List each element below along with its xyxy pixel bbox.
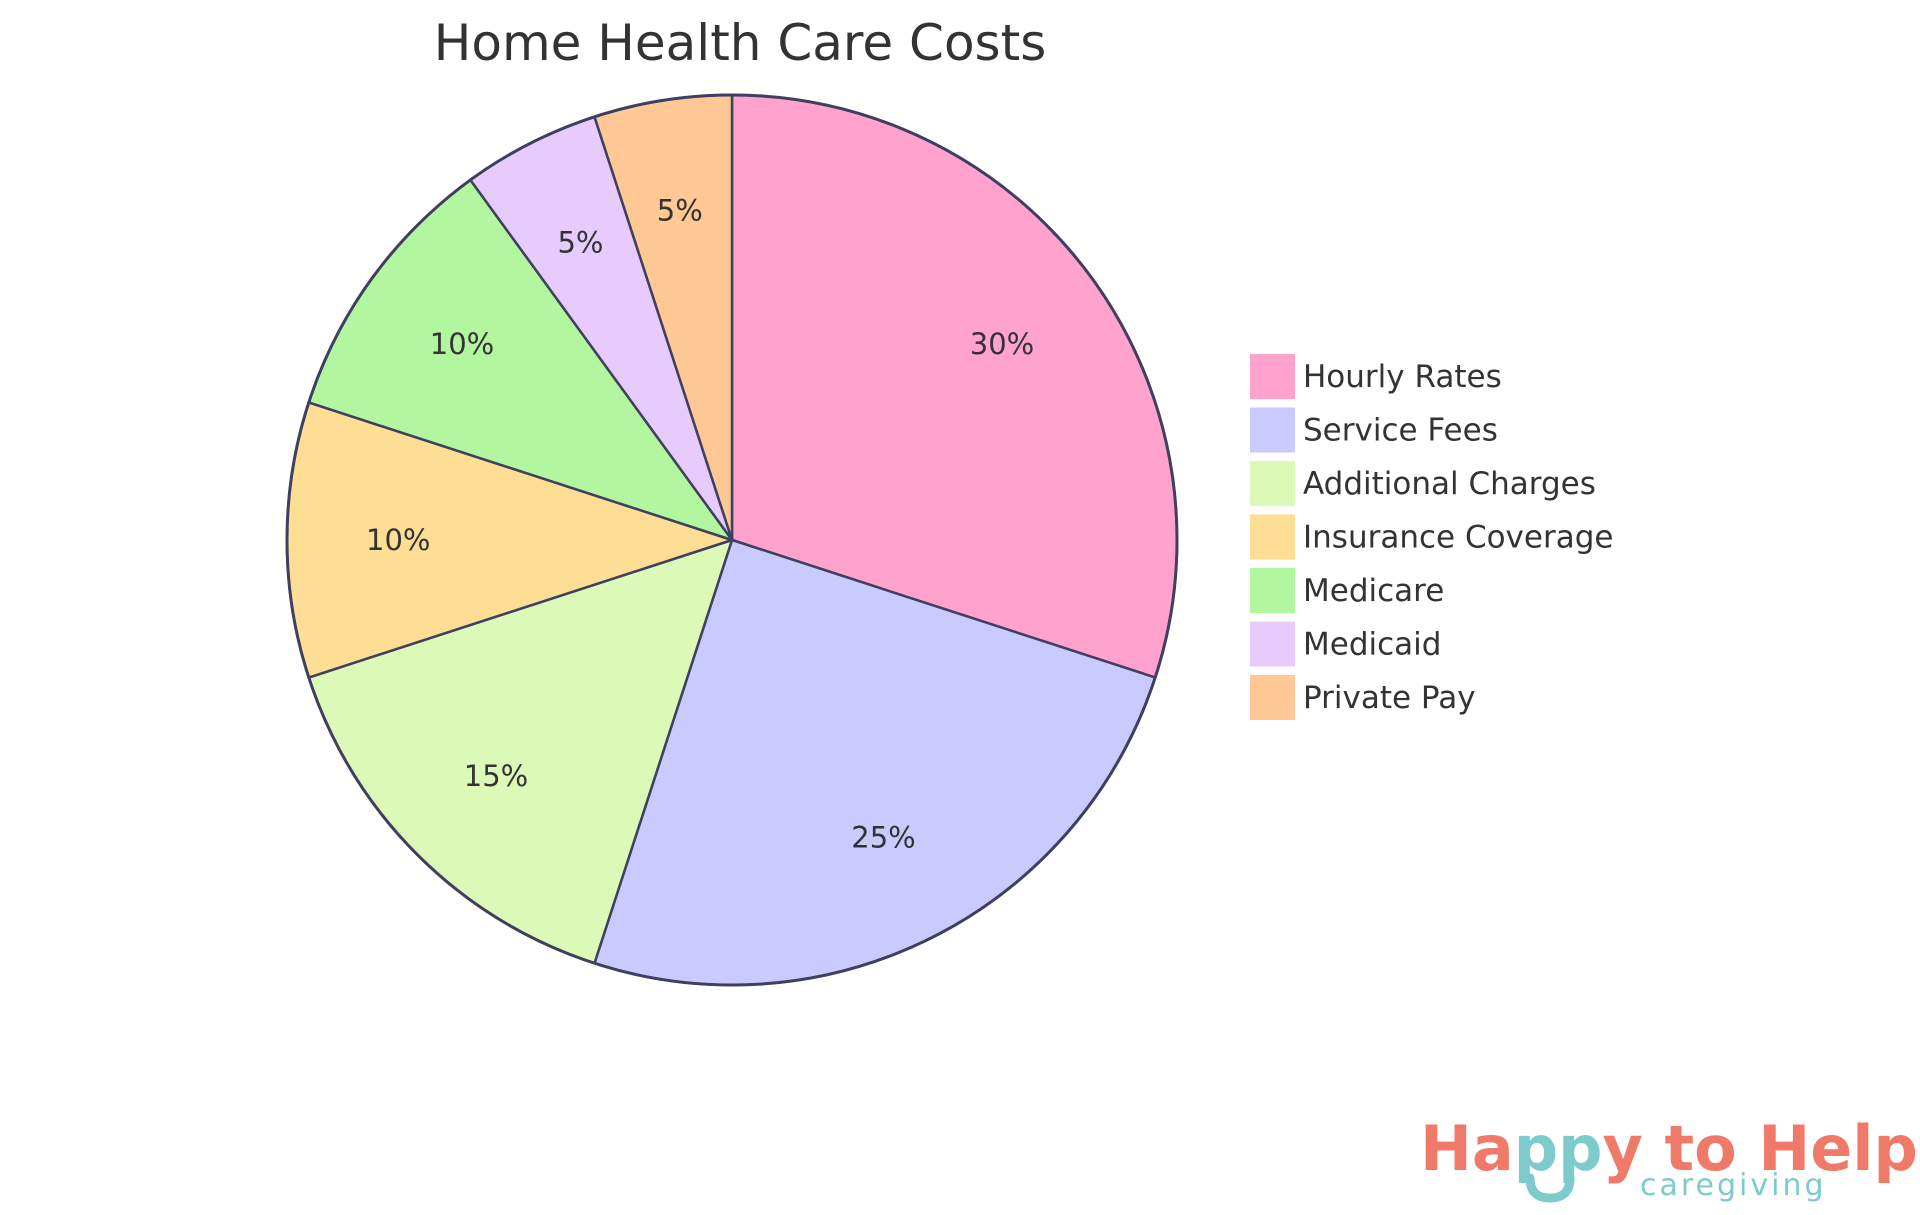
pie-slice-labels: 30% 25% 15% 10% 10% 5% 5% xyxy=(366,193,1034,854)
brand-logo: Happy to Help caregiving xyxy=(1420,1112,1918,1203)
logo-title: Happy to Help xyxy=(1420,1112,1918,1185)
legend-label: Service Fees xyxy=(1303,413,1498,449)
chart-title: Home Health Care Costs xyxy=(434,14,1047,72)
legend-swatch xyxy=(1250,675,1295,720)
legend-label: Medicare xyxy=(1303,573,1444,609)
slice-label: 25% xyxy=(851,820,915,854)
legend-item-hourly-rates: Hourly Rates xyxy=(1250,354,1502,399)
legend-label: Additional Charges xyxy=(1303,466,1596,502)
legend-swatch xyxy=(1250,461,1295,506)
slice-label: 15% xyxy=(464,759,528,793)
legend-swatch xyxy=(1250,354,1295,399)
legend-swatch xyxy=(1250,568,1295,613)
legend-item-additional-charges: Additional Charges xyxy=(1250,461,1596,506)
legend-item-insurance-coverage: Insurance Coverage xyxy=(1250,514,1613,560)
slice-label: 5% xyxy=(657,193,703,227)
slice-label: 5% xyxy=(557,226,603,260)
legend-item-medicaid: Medicaid xyxy=(1250,621,1441,667)
legend-item-private-pay: Private Pay xyxy=(1250,675,1476,720)
logo-part-pp: pp xyxy=(1514,1112,1603,1185)
legend-item-medicare: Medicare xyxy=(1250,568,1444,613)
legend-swatch xyxy=(1250,514,1295,560)
smile-icon xyxy=(1525,1173,1575,1203)
legend-label: Private Pay xyxy=(1303,680,1476,716)
pie-slices xyxy=(285,93,1179,987)
pie-outline xyxy=(285,93,1179,987)
legend: Hourly Rates Service Fees Additional Charg… xyxy=(1250,354,1613,720)
slice-label: 30% xyxy=(970,327,1034,361)
legend-item-service-fees: Service Fees xyxy=(1250,407,1498,453)
slice-label: 10% xyxy=(366,523,430,557)
logo-part-rest: y to Help xyxy=(1603,1112,1918,1185)
logo-subtitle: caregiving xyxy=(1640,1168,1827,1203)
legend-label: Medicaid xyxy=(1303,627,1441,663)
slice-label: 10% xyxy=(430,327,494,361)
legend-label: Hourly Rates xyxy=(1303,359,1502,395)
logo-part-ha: Ha xyxy=(1420,1112,1514,1185)
legend-swatch xyxy=(1250,621,1295,667)
legend-label: Insurance Coverage xyxy=(1303,520,1613,556)
legend-swatch xyxy=(1250,407,1295,453)
